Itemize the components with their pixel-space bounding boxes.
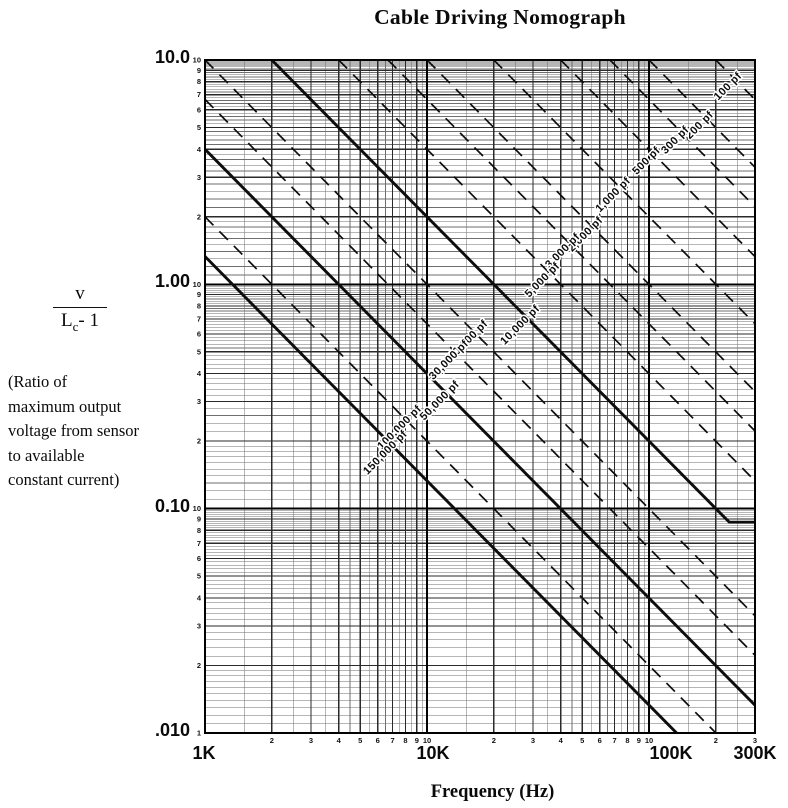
x-minor-tick-label: 2 — [714, 736, 718, 745]
x-minor-tick-label: 4 — [559, 736, 564, 745]
y-minor-tick-label: 4 — [197, 369, 202, 378]
x-minor-tick-label: 3 — [309, 736, 313, 745]
y-minor-tick-label: 4 — [197, 145, 202, 154]
y-minor-tick-label: 3 — [197, 397, 201, 406]
x-minor-tick-label: 3 — [531, 736, 535, 745]
x-minor-tick-label: 10 — [645, 736, 653, 745]
x-minor-tick-label: 3 — [753, 736, 757, 745]
y-minor-tick-label: 9 — [197, 290, 201, 299]
fraction-bar — [53, 307, 107, 308]
y-minor-tick-label: 5 — [197, 572, 201, 581]
y-minor-tick-label: 8 — [197, 302, 201, 311]
y-axis-major-label-10: 10.0 — [154, 47, 190, 67]
fraction-denominator: Lc- 1 — [48, 310, 112, 335]
y-axis-major-label-0_01: .010 — [154, 720, 190, 740]
y-minor-tick-label: 9 — [197, 514, 201, 523]
y-minor-tick-label: 10 — [193, 504, 201, 513]
grid-decade-lines — [205, 60, 755, 733]
description-line: voltage from sensor — [8, 421, 140, 440]
x-axis-title: Frequency (Hz) — [430, 782, 555, 802]
fraction-denominator-sub: c — [72, 318, 79, 334]
x-minor-tick-label: 9 — [415, 736, 419, 745]
y-axis-major-label-0_1: 0.10 — [154, 496, 190, 516]
y-minor-tick-label: 4 — [197, 593, 202, 602]
description-line: constant current) — [8, 470, 120, 489]
x-minor-tick-label: 10 — [423, 736, 431, 745]
fraction-denominator-main: L — [61, 310, 73, 331]
fraction-denominator-rest: - 1 — [78, 310, 99, 331]
x-minor-tick-label: 5 — [358, 736, 362, 745]
capacitance-line-300pf — [609, 60, 755, 208]
x-minor-tick-label: 8 — [625, 736, 629, 745]
x-minor-tick-label: 7 — [391, 736, 395, 745]
capacitance-line-500pf — [560, 60, 755, 258]
y-minor-tick-label: 2 — [197, 437, 201, 446]
x-axis-major-label-1k: 1K — [192, 743, 216, 763]
description-line: (Ratio of — [8, 372, 68, 391]
plot-border — [203, 58, 757, 735]
y-minor-tick-label: 5 — [197, 123, 201, 132]
capacitance-line-100000pf — [205, 216, 717, 733]
description-line: maximum output — [8, 396, 122, 416]
y-minor-tick-label: 7 — [197, 539, 201, 548]
capacitance-line-100pf — [715, 60, 755, 100]
y-axis-fraction: v Lc- 1 — [48, 283, 112, 335]
y-minor-tick-label: 1 — [197, 728, 201, 737]
y-minor-tick-label: 3 — [197, 621, 201, 630]
y-minor-tick-label: 7 — [197, 90, 201, 99]
capacitance-line-20000pf — [205, 60, 755, 617]
capacitance-line-30000pf — [205, 98, 755, 656]
x-minor-tick-label: 5 — [580, 736, 584, 745]
capacitance-line-2000pf — [426, 60, 755, 392]
capacitance-line-200pf — [648, 60, 755, 168]
y-axis-description: (Ratio of maximum output voltage from se… — [8, 370, 204, 493]
y-minor-tick-label: 3 — [197, 173, 201, 182]
y-axis-major-label-1: 1.00 — [154, 271, 190, 291]
y-minor-tick-label: 8 — [197, 526, 201, 535]
capacitance-line-50000pf — [205, 148, 755, 707]
x-axis-major-label-300k: 300K — [733, 743, 777, 763]
y-minor-tick-label: 8 — [197, 77, 201, 86]
x-minor-tick-label: 2 — [270, 736, 274, 745]
x-minor-tick-label: 6 — [598, 736, 602, 745]
x-minor-tick-label: 9 — [637, 736, 641, 745]
y-minor-tick-label: 10 — [193, 280, 201, 289]
capacitance-lines — [205, 60, 755, 733]
y-minor-tick-label: 7 — [197, 315, 201, 324]
x-minor-tick-label: 4 — [337, 736, 342, 745]
y-minor-tick-label: 2 — [197, 661, 201, 670]
x-minor-tick-label: 6 — [376, 736, 380, 745]
chart-title: Cable Driving Nomograph — [374, 5, 626, 29]
y-minor-tick-label: 9 — [197, 66, 201, 75]
y-minor-tick-label: 2 — [197, 212, 201, 221]
x-minor-tick-label: 2 — [492, 736, 496, 745]
y-minor-tick-label: 6 — [197, 105, 201, 114]
x-axis-major-label-10k: 10K — [416, 743, 450, 763]
x-minor-tick-label: 8 — [403, 736, 407, 745]
x-axis-major-label-100k: 100K — [649, 743, 693, 763]
y-minor-tick-label: 6 — [197, 554, 201, 563]
capacitance-line-10000pf — [270, 60, 755, 524]
x-minor-tick-label: 7 — [613, 736, 617, 745]
y-minor-tick-label: 6 — [197, 330, 201, 339]
grid-minor-lines — [205, 60, 755, 733]
capacitance-line-3000pf — [387, 60, 755, 432]
description-line: to available — [8, 445, 85, 465]
y-minor-tick-label: 10 — [193, 56, 201, 65]
y-minor-tick-label: 5 — [197, 347, 201, 356]
capacitance-line-1000pf — [493, 60, 755, 325]
grid-integer-lines — [205, 60, 755, 733]
capacitance-label: 30,000 pf — [427, 338, 471, 382]
fraction-numerator: v — [75, 283, 85, 304]
x-minor-tick-labels: 2 3 4 5 6 7 8 9 10 2 3 4 5 6 7 8 9 10 2 3 — [270, 736, 757, 745]
capacitance-label: 300 pf — [659, 124, 692, 157]
capacitance-line-5000pf — [338, 60, 755, 482]
capacitance-line-150000pf — [205, 255, 678, 733]
